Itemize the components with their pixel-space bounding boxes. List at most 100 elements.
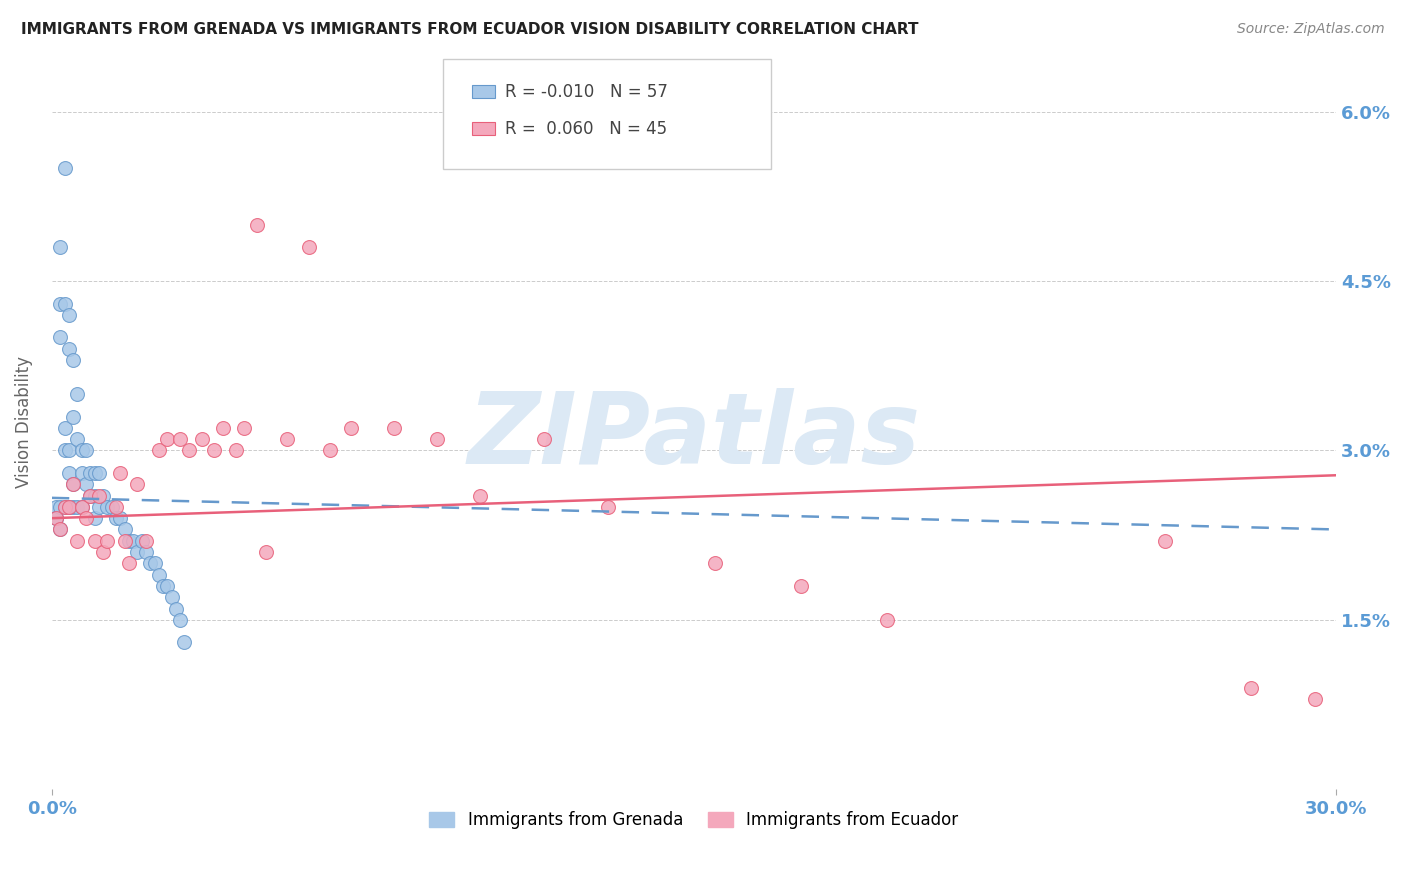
Point — [75, 477, 97, 491]
Point — [165, 601, 187, 615]
Point — [49, 330, 72, 344]
Point — [533, 432, 555, 446]
Point — [96, 500, 118, 514]
Point — [143, 557, 166, 571]
Point — [127, 545, 149, 559]
Point — [276, 432, 298, 446]
Point — [91, 545, 114, 559]
Point — [66, 533, 89, 548]
Point — [66, 432, 89, 446]
Point — [70, 466, 93, 480]
FancyBboxPatch shape — [443, 59, 770, 169]
Point — [148, 567, 170, 582]
Point — [160, 591, 183, 605]
Point — [127, 477, 149, 491]
Point — [91, 489, 114, 503]
Point — [58, 308, 80, 322]
Point — [66, 500, 89, 514]
Point — [58, 443, 80, 458]
Point — [83, 533, 105, 548]
Text: ZIPatlas: ZIPatlas — [467, 388, 921, 485]
Point — [298, 240, 321, 254]
Point — [53, 161, 76, 175]
Point — [49, 500, 72, 514]
Point — [53, 443, 76, 458]
Point — [468, 489, 491, 503]
Point — [75, 511, 97, 525]
Point — [96, 533, 118, 548]
Point — [104, 511, 127, 525]
Point — [148, 443, 170, 458]
Point — [118, 557, 141, 571]
Point — [45, 500, 67, 514]
Point — [382, 421, 405, 435]
Point — [204, 443, 226, 458]
Point — [75, 443, 97, 458]
Point — [1239, 681, 1261, 695]
Point — [156, 579, 179, 593]
Text: R = -0.010   N = 57: R = -0.010 N = 57 — [505, 83, 668, 101]
Point — [173, 635, 195, 649]
Point — [340, 421, 363, 435]
Point — [49, 523, 72, 537]
Point — [87, 500, 110, 514]
Point — [53, 500, 76, 514]
Point — [139, 557, 162, 571]
Y-axis label: Vision Disability: Vision Disability — [15, 356, 32, 488]
Point — [45, 511, 67, 525]
Point — [45, 511, 67, 525]
Point — [233, 421, 256, 435]
Point — [70, 500, 93, 514]
Point — [79, 466, 101, 480]
Point — [100, 500, 122, 514]
Point — [87, 466, 110, 480]
Point — [49, 240, 72, 254]
Point — [66, 387, 89, 401]
Point — [122, 533, 145, 548]
Point — [704, 557, 727, 571]
Point — [62, 477, 84, 491]
Point — [58, 500, 80, 514]
Point — [131, 533, 153, 548]
Point — [1303, 691, 1326, 706]
Point — [114, 533, 136, 548]
Point — [246, 218, 269, 232]
Point — [135, 545, 157, 559]
Text: R =  0.060   N = 45: R = 0.060 N = 45 — [505, 120, 668, 137]
Point — [79, 489, 101, 503]
Point — [118, 533, 141, 548]
Point — [83, 489, 105, 503]
Point — [152, 579, 174, 593]
Point — [225, 443, 247, 458]
Point — [254, 545, 277, 559]
Point — [426, 432, 449, 446]
Point — [790, 579, 813, 593]
Point — [70, 500, 93, 514]
Text: IMMIGRANTS FROM GRENADA VS IMMIGRANTS FROM ECUADOR VISION DISABILITY CORRELATION: IMMIGRANTS FROM GRENADA VS IMMIGRANTS FR… — [21, 22, 918, 37]
Point — [104, 500, 127, 514]
Point — [62, 409, 84, 424]
Point — [876, 613, 898, 627]
Point — [169, 432, 191, 446]
FancyBboxPatch shape — [472, 122, 495, 136]
Point — [53, 500, 76, 514]
Point — [110, 466, 132, 480]
Point — [156, 432, 179, 446]
Point — [62, 500, 84, 514]
Point — [58, 466, 80, 480]
Point — [83, 466, 105, 480]
Text: Source: ZipAtlas.com: Source: ZipAtlas.com — [1237, 22, 1385, 37]
Point — [110, 511, 132, 525]
Point — [49, 296, 72, 310]
Point — [212, 421, 235, 435]
Point — [114, 523, 136, 537]
Point — [58, 500, 80, 514]
Point — [177, 443, 200, 458]
Point — [83, 511, 105, 525]
Point — [1154, 533, 1177, 548]
Point — [190, 432, 212, 446]
Point — [87, 489, 110, 503]
Point — [70, 443, 93, 458]
Point — [45, 511, 67, 525]
Point — [49, 523, 72, 537]
